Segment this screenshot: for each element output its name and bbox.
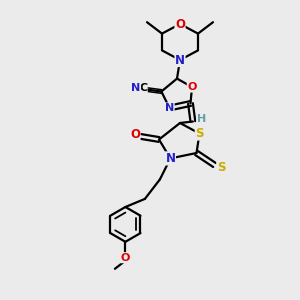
Text: O: O (130, 128, 140, 142)
Text: N: N (165, 152, 176, 165)
Text: S: S (195, 127, 204, 140)
Text: O: O (121, 253, 130, 263)
Text: O: O (175, 17, 185, 31)
Text: H: H (197, 113, 206, 124)
Text: C: C (139, 83, 147, 93)
Text: O: O (187, 82, 197, 92)
Text: N: N (131, 83, 140, 93)
Text: N: N (165, 103, 174, 113)
Text: N: N (175, 53, 185, 67)
Text: S: S (217, 161, 225, 174)
